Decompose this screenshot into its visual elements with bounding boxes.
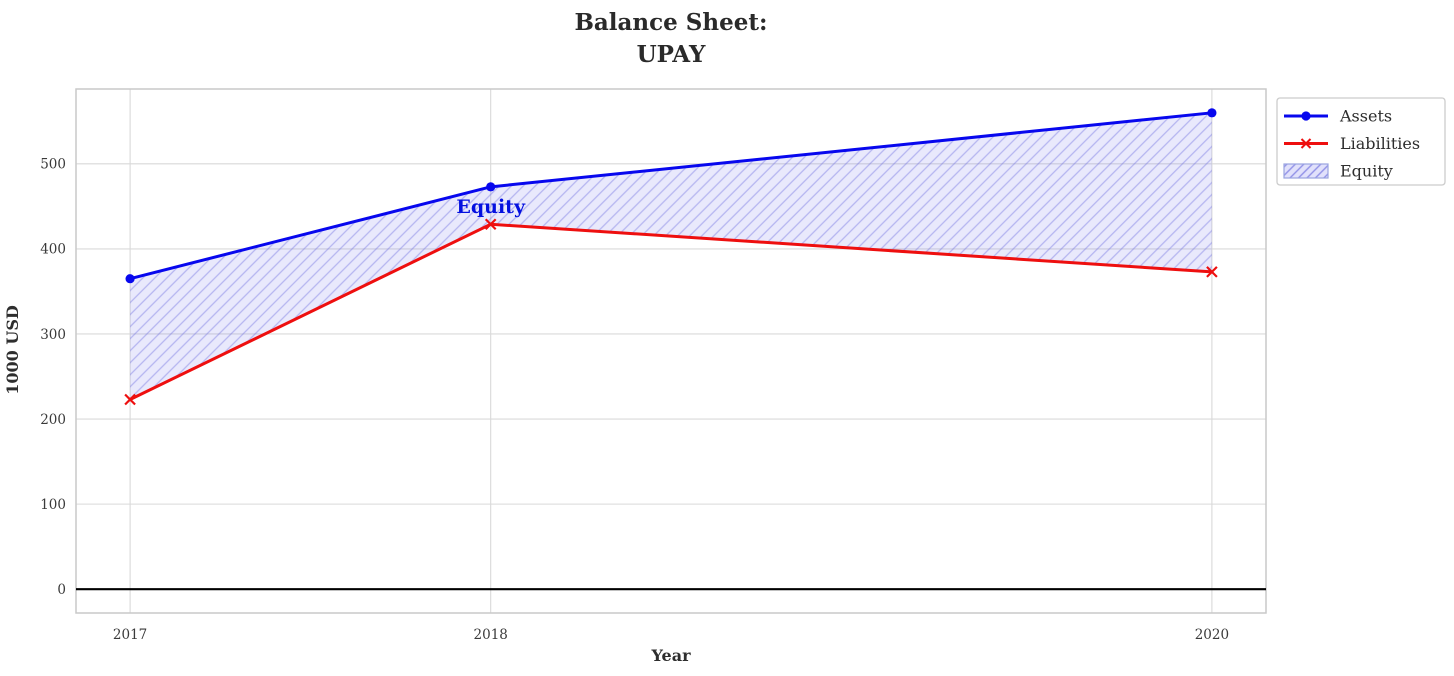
y-tick-label: 100 bbox=[40, 497, 66, 513]
x-tick-label: 2020 bbox=[1195, 627, 1229, 643]
legend-equity-patch-icon bbox=[1283, 163, 1329, 179]
legend-label-liabilities: Liabilities bbox=[1340, 134, 1420, 153]
x-tick-label: 2018 bbox=[474, 627, 508, 643]
liabilities-marker bbox=[124, 393, 136, 406]
x-axis-label: Year bbox=[650, 646, 691, 665]
equity-fill-hatch bbox=[130, 112, 1212, 400]
legend: Assets Liabilities Equity bbox=[1276, 97, 1446, 186]
legend-label-assets: Assets bbox=[1339, 107, 1392, 126]
y-tick-label: 0 bbox=[57, 582, 66, 598]
assets-marker bbox=[125, 274, 135, 284]
equity-annotation: Equity bbox=[456, 196, 526, 218]
assets-marker bbox=[1207, 108, 1217, 118]
plot-area: 0 100 200 300 400 500 2017 2018 2020 bbox=[40, 88, 1267, 643]
x-tick-label: 2017 bbox=[113, 627, 147, 643]
liabilities-marker bbox=[1206, 266, 1218, 278]
assets-marker bbox=[486, 182, 496, 192]
y-tick-label: 500 bbox=[40, 157, 66, 173]
legend-box bbox=[1276, 97, 1446, 186]
chart-title-line2: UPAY bbox=[637, 41, 706, 68]
plot-border bbox=[75, 88, 1267, 614]
legend-assets-marker-icon bbox=[1301, 111, 1311, 121]
legend-liabilities-marker-icon bbox=[1300, 138, 1312, 149]
y-tick-label: 400 bbox=[40, 242, 66, 258]
y-tick-label: 300 bbox=[40, 327, 66, 343]
y-tick-label: 200 bbox=[40, 412, 66, 428]
chart-title-line1: Balance Sheet: bbox=[574, 9, 767, 36]
liabilities-marker bbox=[484, 218, 497, 231]
y-axis-label: 1000 USD bbox=[3, 305, 22, 395]
legend-label-equity: Equity bbox=[1340, 162, 1393, 181]
